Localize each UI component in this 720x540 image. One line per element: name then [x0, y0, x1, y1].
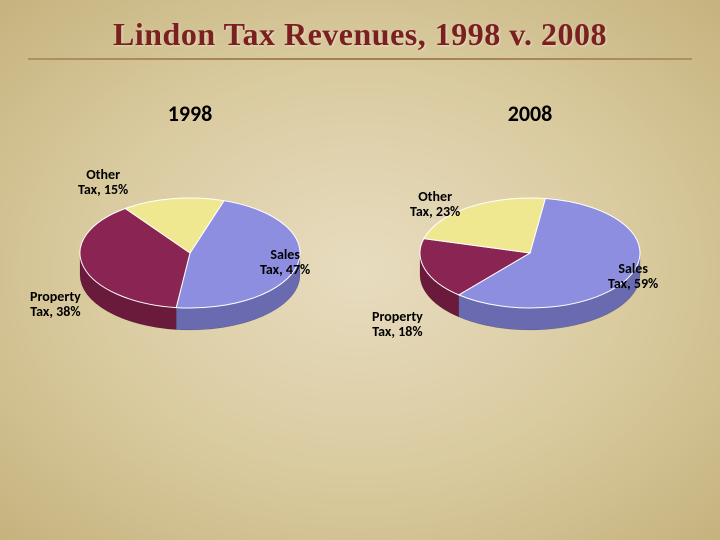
label-2008-other: Other Tax, 23%: [410, 189, 460, 220]
slide: Lindon Tax Revenues, 1998 v. 2008 1998 S…: [0, 0, 720, 540]
chart-panel-1998: 1998 Sales Tax, 47% Property Tax, 38% Ot…: [40, 100, 340, 460]
pie-wrap-1998: Sales Tax, 47% Property Tax, 38% Other T…: [40, 133, 340, 453]
chart-panel-2008: 2008 Sales Tax, 59% Property Tax, 18% Ot…: [380, 100, 680, 460]
chart-year-2008: 2008: [380, 100, 680, 127]
chart-year-1998: 1998: [40, 100, 340, 127]
page-title: Lindon Tax Revenues, 1998 v. 2008: [0, 16, 720, 53]
label-1998-property: Property Tax, 38%: [30, 289, 81, 320]
title-underline: [28, 58, 692, 60]
label-1998-sales: Sales Tax, 47%: [260, 247, 310, 278]
label-2008-property: Property Tax, 18%: [372, 309, 423, 340]
pie-wrap-2008: Sales Tax, 59% Property Tax, 18% Other T…: [380, 133, 680, 453]
label-2008-sales: Sales Tax, 59%: [608, 261, 658, 292]
charts-row: 1998 Sales Tax, 47% Property Tax, 38% Ot…: [0, 100, 720, 540]
label-1998-other: Other Tax, 15%: [78, 167, 128, 198]
